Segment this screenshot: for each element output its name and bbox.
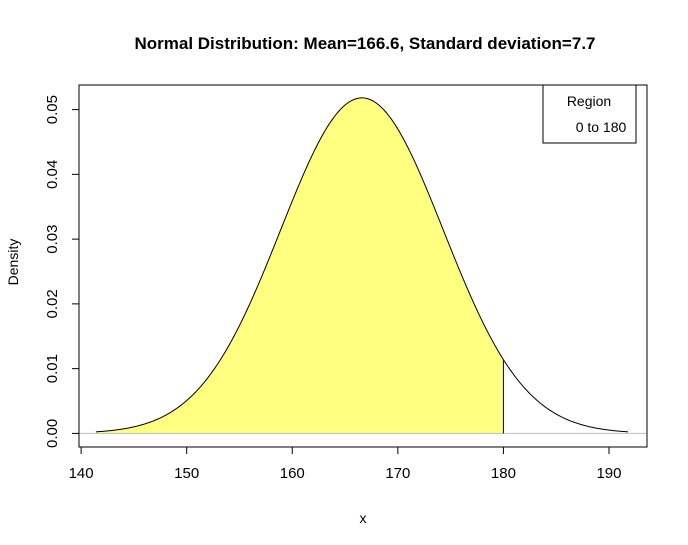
x-tick-label: 140 — [69, 465, 94, 482]
legend-box — [542, 84, 637, 144]
y-tick-label: 0.05 — [44, 95, 61, 124]
y-axis-label: Density — [5, 239, 21, 286]
density-curve — [95, 97, 629, 433]
x-tick-label: 190 — [596, 465, 621, 482]
x-axis-label: x — [360, 510, 367, 526]
chart-title: Normal Distribution: Mean=166.6, Standar… — [134, 34, 595, 53]
legend-title: Region — [567, 93, 611, 109]
y-tick-label: 0.02 — [44, 289, 61, 318]
plot-area: 140 150 160 170 180 190 0.00 0.01 0.02 0.03 0.04 0.… — [44, 84, 648, 482]
x-tick-label: 150 — [174, 465, 199, 482]
legend: Region 0 to 180 — [542, 84, 637, 144]
x-tick-label: 160 — [280, 465, 305, 482]
y-tick-label: 0.03 — [44, 225, 61, 254]
x-tick-label: 180 — [491, 465, 516, 482]
shaded-region — [95, 97, 504, 434]
legend-entry: 0 to 180 — [576, 119, 627, 135]
x-tick-label: 170 — [385, 465, 410, 482]
y-tick-label: 0.01 — [44, 354, 61, 383]
y-tick-label: 0.00 — [44, 419, 61, 448]
y-tick-label: 0.04 — [44, 160, 61, 189]
